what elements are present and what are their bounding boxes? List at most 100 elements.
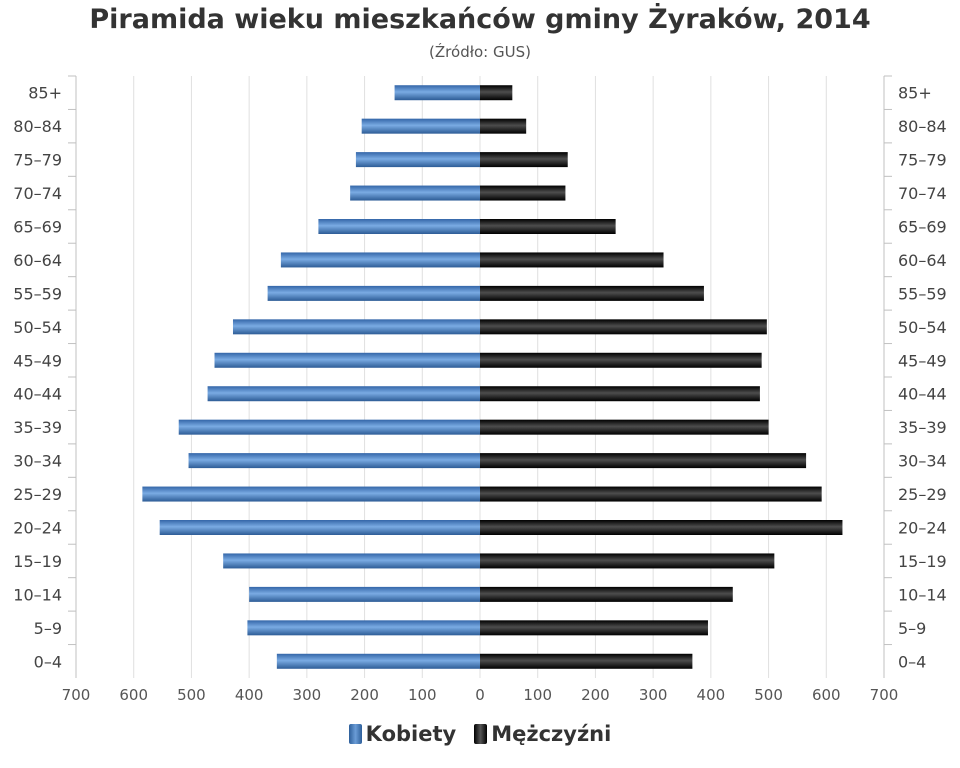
category-label-right: 25–29 — [898, 485, 947, 504]
bar-mezczyzni — [480, 85, 513, 101]
category-label-right: 45–49 — [898, 351, 947, 370]
grid-layer — [133, 76, 827, 678]
axis-layer: 700 600 500 400 300 200 100 0 100 200 300 400 500 600… — [13, 75, 947, 704]
category-label-right: 65–69 — [898, 218, 947, 237]
category-label-right: 85+ — [898, 84, 932, 103]
bar-mezczyzni — [480, 118, 527, 134]
x-tick-label: 700 — [870, 686, 899, 704]
category-label-right: 35–39 — [898, 418, 947, 437]
category-label-right: 20–24 — [898, 519, 947, 538]
category-label-right: 40–44 — [898, 385, 947, 404]
category-label-right: 50–54 — [898, 318, 947, 337]
bar-kobiety — [267, 285, 480, 301]
category-label-left: 85+ — [28, 84, 62, 103]
x-tick-label: 400 — [235, 686, 264, 704]
legend-item-mezczyzni[interactable]: Mężczyźni — [474, 722, 611, 746]
bar-mezczyzni — [480, 520, 843, 535]
category-label-right: 55–59 — [898, 284, 947, 303]
category-label-right: 15–19 — [898, 552, 947, 571]
bar-kobiety — [223, 553, 480, 569]
bar-kobiety — [159, 520, 480, 535]
category-label-left: 30–34 — [13, 452, 62, 471]
x-tick-label: 100 — [523, 686, 552, 704]
x-tick-label: 600 — [119, 686, 148, 704]
bars-layer — [142, 85, 843, 669]
category-label-left: 65–69 — [13, 218, 62, 237]
chart-title: Piramida wieku mieszkańców gminy Żyraków… — [89, 4, 871, 35]
category-label-left: 50–54 — [13, 318, 62, 337]
bar-kobiety — [394, 85, 480, 101]
legend-label-mezczyzni: Mężczyźni — [491, 722, 612, 746]
category-label-left: 5–9 — [34, 619, 62, 638]
bar-kobiety — [361, 118, 480, 134]
bar-mezczyzni — [480, 453, 807, 469]
category-label-left: 40–44 — [13, 385, 62, 404]
category-label-left: 75–79 — [13, 151, 62, 170]
legend-swatch-mezczyzni — [474, 724, 488, 744]
x-tick-label: 500 — [177, 686, 206, 704]
category-label-left: 25–29 — [13, 485, 62, 504]
category-label-right: 10–14 — [898, 585, 947, 604]
bar-mezczyzni — [480, 219, 616, 234]
bar-mezczyzni — [480, 653, 693, 669]
bar-kobiety — [276, 653, 480, 669]
x-tick-label: 0 — [475, 686, 485, 704]
bar-mezczyzni — [480, 419, 769, 435]
x-tick-label: 100 — [408, 686, 437, 704]
legend-swatch-kobiety — [348, 724, 362, 744]
category-label-left: 35–39 — [13, 418, 62, 437]
category-label-right: 0–4 — [898, 652, 926, 671]
bar-mezczyzni — [480, 553, 775, 569]
bar-kobiety — [249, 586, 480, 602]
category-label-right: 70–74 — [898, 184, 947, 203]
bar-kobiety — [355, 152, 480, 168]
legend-label-kobiety: Kobiety — [365, 722, 457, 746]
category-label-left: 60–64 — [13, 251, 62, 270]
bar-mezczyzni — [480, 352, 762, 368]
category-label-left: 70–74 — [13, 184, 62, 203]
x-tick-label: 300 — [639, 686, 668, 704]
bar-mezczyzni — [480, 620, 708, 636]
x-tick-label: 500 — [754, 686, 783, 704]
bar-mezczyzni — [480, 486, 822, 502]
bar-mezczyzni — [480, 386, 760, 402]
legend-item-kobiety[interactable]: Kobiety — [348, 722, 457, 746]
bar-kobiety — [178, 419, 480, 435]
bar-mezczyzni — [480, 252, 664, 268]
category-label-left: 80–84 — [13, 117, 62, 136]
category-label-left: 10–14 — [13, 585, 62, 604]
category-label-left: 55–59 — [13, 284, 62, 303]
bar-mezczyzni — [480, 586, 733, 602]
x-tick-label: 300 — [293, 686, 322, 704]
bar-mezczyzni — [480, 319, 767, 335]
category-label-right: 80–84 — [898, 117, 947, 136]
bar-kobiety — [142, 486, 480, 502]
x-tick-label: 700 — [62, 686, 91, 704]
bar-kobiety — [280, 252, 480, 268]
category-label-right: 30–34 — [898, 452, 947, 471]
x-tick-label: 200 — [581, 686, 610, 704]
x-tick-label: 400 — [697, 686, 726, 704]
bar-mezczyzni — [480, 185, 566, 201]
x-tick-label: 200 — [350, 686, 379, 704]
bar-kobiety — [318, 219, 480, 234]
category-label-right: 5–9 — [898, 619, 926, 638]
category-label-right: 75–79 — [898, 151, 947, 170]
bar-kobiety — [350, 185, 480, 201]
bar-kobiety — [232, 319, 480, 335]
category-label-left: 45–49 — [13, 351, 62, 370]
bar-mezczyzni — [480, 285, 704, 301]
bar-kobiety — [247, 620, 480, 636]
category-label-left: 0–4 — [34, 652, 62, 671]
x-tick-label: 600 — [812, 686, 841, 704]
category-label-left: 20–24 — [13, 519, 62, 538]
legend: Kobiety Mężczyźni — [0, 722, 960, 746]
bar-kobiety — [214, 352, 480, 368]
bar-mezczyzni — [480, 152, 568, 168]
category-label-right: 60–64 — [898, 251, 947, 270]
bar-kobiety — [207, 386, 481, 402]
chart-subtitle: (Źródło: GUS) — [429, 43, 531, 61]
bar-kobiety — [188, 453, 481, 469]
category-label-left: 15–19 — [13, 552, 62, 571]
